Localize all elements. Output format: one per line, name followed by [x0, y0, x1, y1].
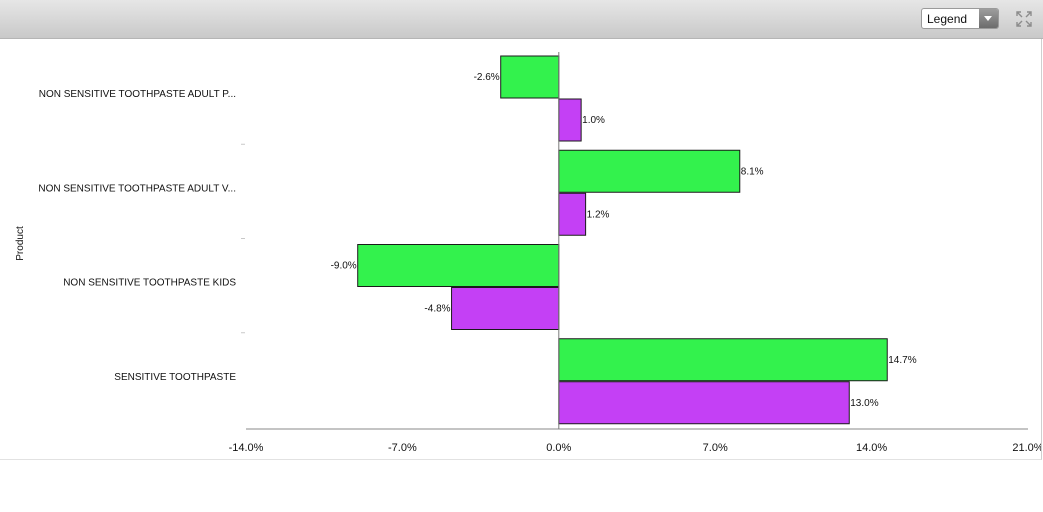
data-label: 1.0% [582, 115, 605, 126]
x-tick-label: 21.0% [1012, 442, 1041, 454]
x-tick-label: 14.0% [856, 442, 887, 454]
category-label: NON SENSITIVE TOOTHPASTE ADULT P... [39, 89, 236, 100]
x-tick-label: 7.0% [703, 442, 728, 454]
y-axis-label: Product [15, 226, 26, 261]
data-label: 8.1% [741, 166, 764, 177]
bar[interactable] [558, 98, 582, 142]
data-label: -9.0% [331, 261, 357, 272]
bar[interactable] [558, 338, 888, 382]
legend-dropdown-label: Legend [927, 12, 968, 26]
bar-chart: -14.0% -7.0% 0.0% 7.0% 14.0% 21.0% Product NON … [15, 52, 1043, 454]
category-label: NON SENSITIVE TOOTHPASTE ADULT V... [38, 183, 236, 194]
expand-icon[interactable] [1015, 10, 1033, 28]
chevron-down-icon[interactable] [979, 9, 998, 28]
data-label: -4.8% [424, 304, 450, 315]
bar[interactable] [558, 381, 850, 425]
bar[interactable] [558, 149, 741, 193]
data-label: 13.0% [850, 398, 878, 409]
bar[interactable] [558, 192, 587, 236]
x-tick-label: -7.0% [388, 442, 417, 454]
category-label: NON SENSITIVE TOOTHPASTE KIDS [63, 278, 236, 289]
data-label: -2.6% [474, 72, 500, 83]
data-label: 1.2% [587, 209, 610, 220]
category-label: SENSITIVE TOOTHPASTE [114, 372, 236, 383]
data-label: 14.7% [888, 355, 916, 366]
legend-dropdown[interactable]: Legend [921, 8, 999, 29]
x-tick-label: 0.0% [546, 442, 571, 454]
bar[interactable] [500, 55, 560, 99]
chart-toolbar: Legend [0, 0, 1043, 39]
bar[interactable] [451, 287, 560, 330]
bar[interactable] [357, 244, 560, 287]
chart-panel: -14.0% -7.0% 0.0% 7.0% 14.0% 21.0% Product NON … [0, 39, 1043, 460]
x-tick-label: -14.0% [229, 442, 264, 454]
